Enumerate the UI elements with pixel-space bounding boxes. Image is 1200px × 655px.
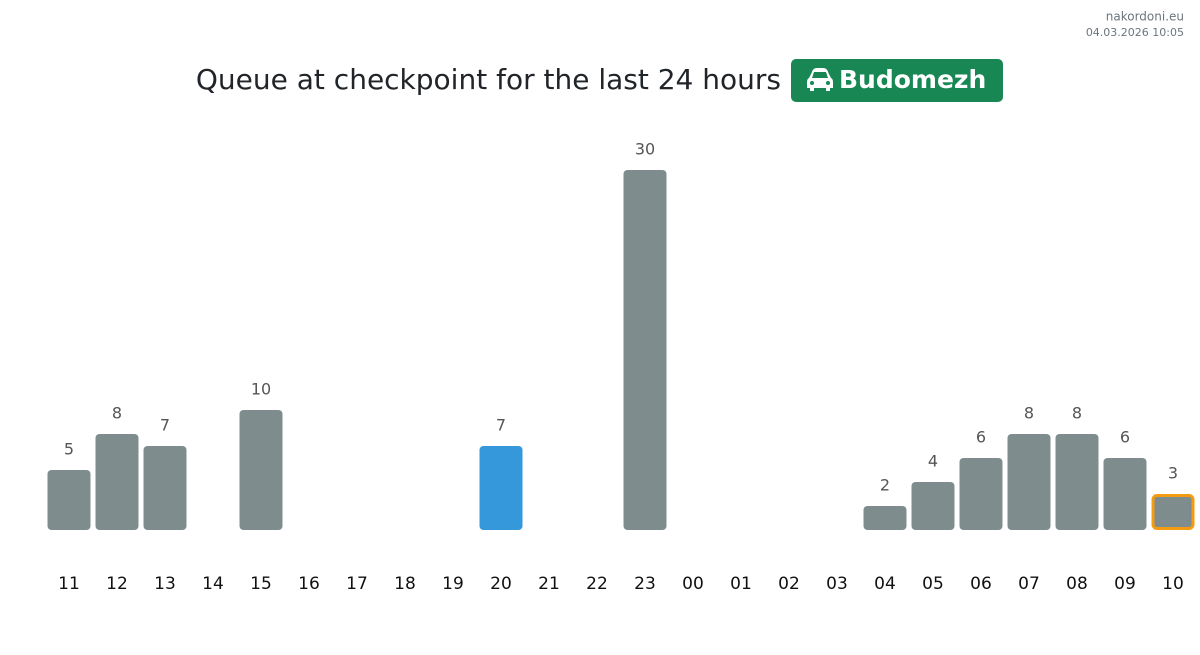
bar bbox=[911, 482, 955, 530]
value-label: 7 bbox=[496, 416, 506, 435]
chart-title: Queue at checkpoint for the last 24 hour… bbox=[196, 63, 781, 96]
x-tick-label: 00 bbox=[682, 574, 704, 594]
bar bbox=[1055, 434, 1099, 530]
x-tick-label: 15 bbox=[250, 574, 272, 594]
car-icon bbox=[807, 68, 833, 91]
value-label: 8 bbox=[1072, 404, 1082, 423]
value-label: 6 bbox=[976, 428, 986, 447]
x-tick-label: 07 bbox=[1018, 574, 1040, 594]
x-tick-label: 01 bbox=[730, 574, 752, 594]
x-tick-label: 05 bbox=[922, 574, 944, 594]
x-tick-label: 12 bbox=[106, 574, 128, 594]
x-tick-label: 08 bbox=[1066, 574, 1088, 594]
bar bbox=[95, 434, 139, 530]
bar bbox=[1103, 458, 1147, 530]
value-label: 30 bbox=[635, 140, 655, 159]
x-tick-label: 20 bbox=[490, 574, 512, 594]
bar bbox=[863, 506, 907, 530]
bar bbox=[1151, 494, 1195, 530]
x-tick-label: 13 bbox=[154, 574, 176, 594]
car-light bbox=[826, 81, 830, 85]
bar bbox=[479, 446, 523, 530]
value-label: 8 bbox=[112, 404, 122, 423]
x-tick-label: 14 bbox=[202, 574, 224, 594]
bar bbox=[623, 170, 667, 530]
x-tick-label: 17 bbox=[346, 574, 368, 594]
checkpoint-badge bbox=[791, 59, 1003, 102]
site-name: nakordoni.eu bbox=[1106, 10, 1184, 24]
value-label: 10 bbox=[251, 380, 271, 399]
x-tick-label: 10 bbox=[1162, 574, 1184, 594]
bar bbox=[959, 458, 1003, 530]
bar bbox=[1007, 434, 1051, 530]
x-tick-label: 16 bbox=[298, 574, 320, 594]
timestamp: 04.03.2026 10:05 bbox=[1086, 26, 1184, 39]
x-tick-label: 09 bbox=[1114, 574, 1136, 594]
car-light bbox=[810, 81, 814, 85]
bar bbox=[47, 470, 91, 530]
bar bbox=[143, 446, 187, 530]
bar bbox=[239, 410, 283, 530]
x-tick-label: 21 bbox=[538, 574, 560, 594]
x-tick-label: 02 bbox=[778, 574, 800, 594]
x-tick-label: 18 bbox=[394, 574, 416, 594]
value-label: 7 bbox=[160, 416, 170, 435]
value-label: 8 bbox=[1024, 404, 1034, 423]
x-tick-label: 04 bbox=[874, 574, 896, 594]
value-label: 2 bbox=[880, 476, 890, 495]
x-tick-label: 19 bbox=[442, 574, 464, 594]
x-tick-label: 23 bbox=[634, 574, 656, 594]
x-tick-label: 11 bbox=[58, 574, 80, 594]
x-tick-label: 06 bbox=[970, 574, 992, 594]
checkpoint-name: Budomezh bbox=[839, 65, 986, 94]
value-label: 6 bbox=[1120, 428, 1130, 447]
x-tick-label: 03 bbox=[826, 574, 848, 594]
value-label: 5 bbox=[64, 440, 74, 459]
value-label: 3 bbox=[1168, 464, 1178, 483]
value-label: 4 bbox=[928, 452, 938, 471]
x-tick-label: 22 bbox=[586, 574, 608, 594]
